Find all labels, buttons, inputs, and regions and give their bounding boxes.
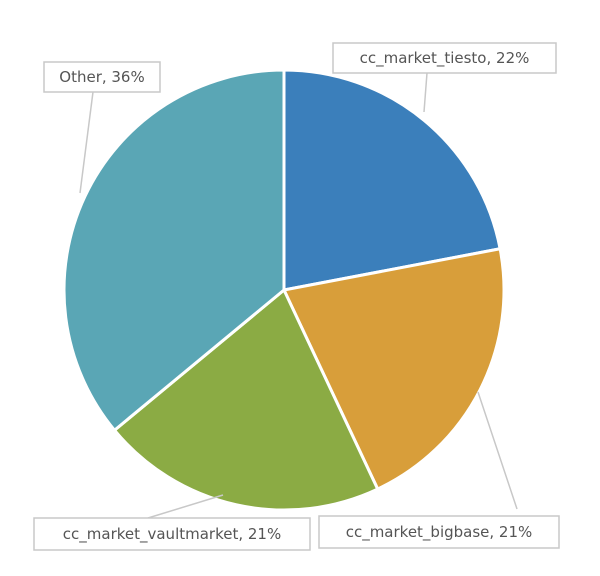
label-box-other bbox=[43, 61, 161, 93]
slice-label-cc-market-bigbase: cc_market_bigbase, 21% bbox=[346, 523, 533, 542]
label-box-cc-market-tiesto bbox=[332, 42, 557, 74]
slice-label-other: Other, 36% bbox=[59, 68, 144, 86]
leader-line-cc-market-tiesto bbox=[423, 72, 428, 113]
slice-labels: cc_market_tiesto, 22% cc_market_bigbase, … bbox=[33, 42, 560, 551]
leader-line-other bbox=[79, 91, 94, 194]
pie-slice-cc-market-vaultmarket bbox=[112, 287, 380, 512]
label-box-cc-market-bigbase bbox=[318, 515, 560, 549]
slice-label-cc-market-vaultmarket: cc_market_vaultmarket, 21% bbox=[63, 525, 281, 544]
leader-line-cc-market-vaultmarket bbox=[147, 494, 224, 519]
pie-slice-cc-market-bigbase bbox=[281, 247, 506, 492]
label-leader-lines bbox=[79, 72, 518, 519]
label-box-cc-market-vaultmarket bbox=[33, 517, 311, 551]
slice-label-cc-market-tiesto: cc_market_tiesto, 22% bbox=[360, 49, 530, 68]
pie-slice-other bbox=[62, 68, 286, 433]
pie-slices bbox=[62, 68, 506, 512]
leader-line-cc-market-bigbase bbox=[477, 391, 518, 510]
pie-slice-cc-market-tiesto bbox=[282, 68, 502, 292]
